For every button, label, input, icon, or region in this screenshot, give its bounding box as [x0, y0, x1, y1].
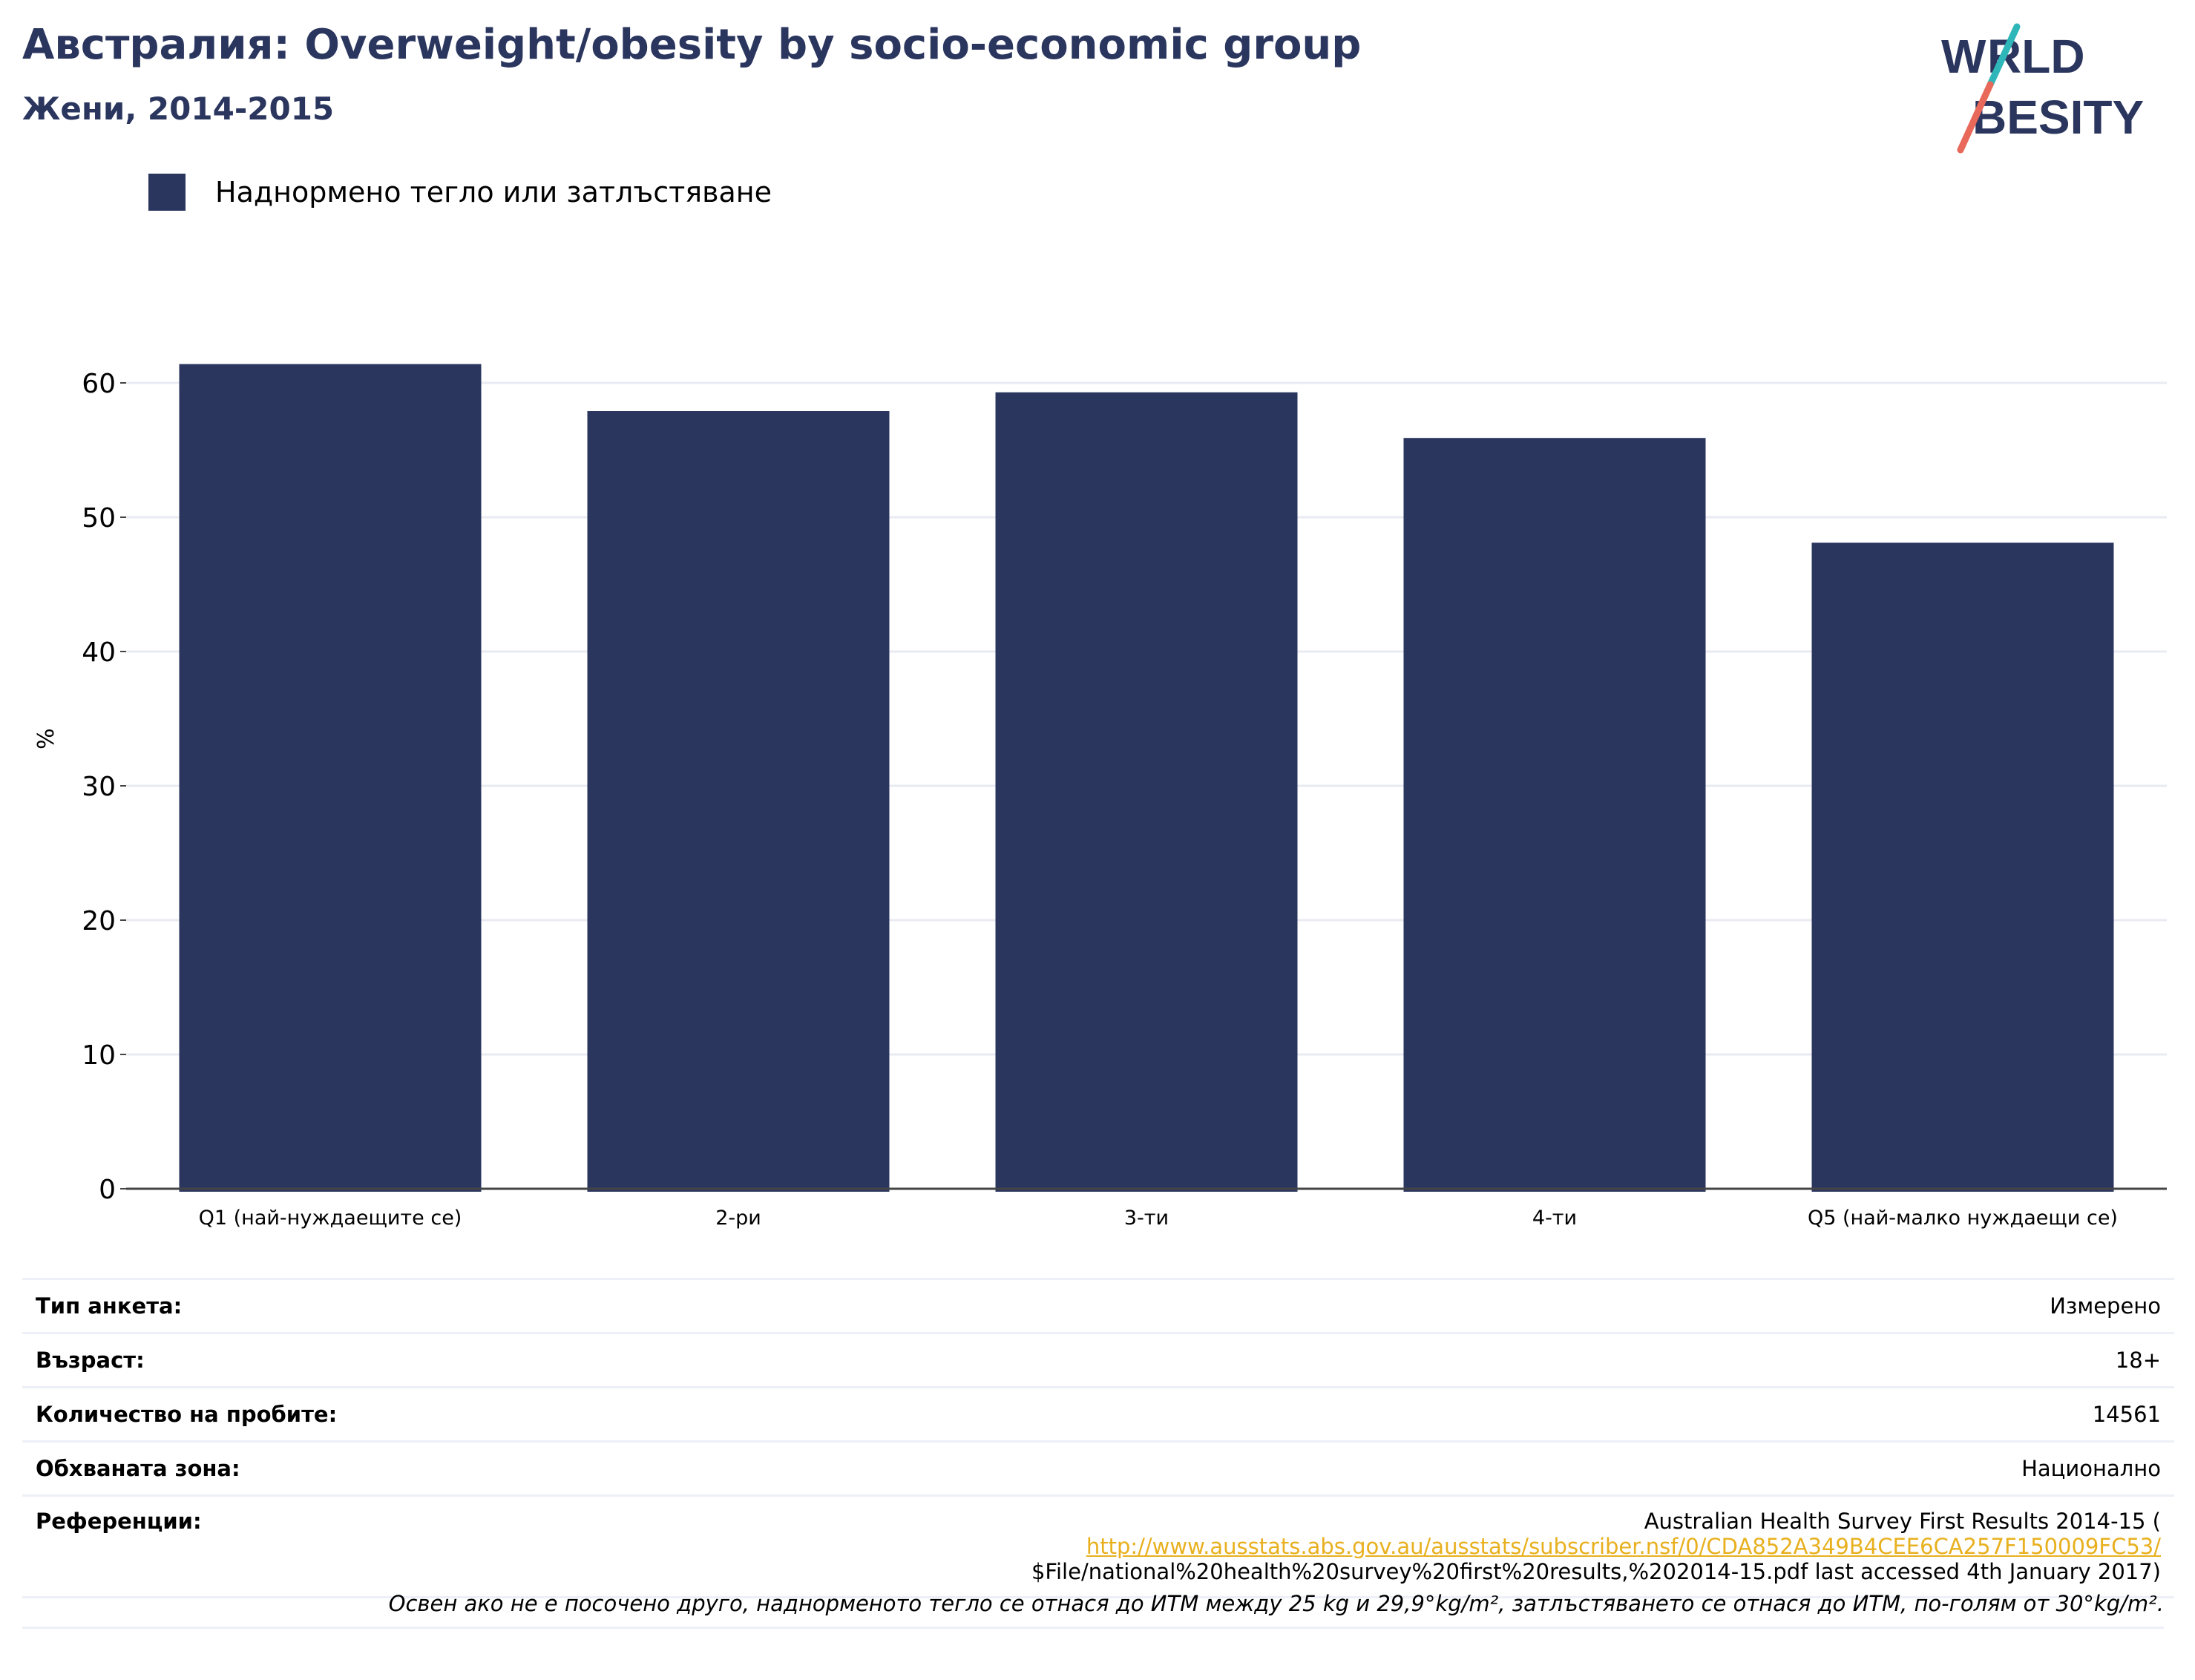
world-obesity-logo: W RLD BESITY [1941, 23, 2144, 154]
survey-type-value: Измерено [2050, 1293, 2161, 1319]
svg-text:W: W [1941, 30, 1986, 83]
sample-size-value: 14561 [2092, 1402, 2161, 1427]
chart-subtitle: Жени, 2014-2015 [22, 91, 335, 127]
chart-legend: Наднормено тегло или затлъстяване [148, 174, 772, 211]
footnote: Освен ако не е посочено друго, наднормен… [22, 1591, 2164, 1629]
info-row-area: Обхваната зона: Национално [22, 1441, 2174, 1496]
svg-text:BESITY: BESITY [1972, 91, 2144, 144]
bar-chart: 0 10 20 30 40 50 60% Q1 (най-нуждаещите се) 2-ри… [33, 364, 2167, 1230]
x-tick-label: Q1 (най-нуждаещите се) [199, 1207, 462, 1230]
y-tick-label: 60 [82, 369, 116, 399]
chart-title: Австралия: Overweight/obesity by socio-e… [22, 21, 1362, 69]
legend-swatch [148, 174, 186, 211]
reference-text-start: Australian Health Survey First Results 2… [1644, 1509, 2161, 1534]
bar [1811, 542, 2114, 1192]
bar [179, 364, 482, 1192]
x-tick-label: 2-ри [715, 1207, 761, 1230]
age-value: 18+ [2115, 1348, 2161, 1373]
info-row-age: Възраст: 18+ [22, 1333, 2174, 1388]
age-label: Възраст: [36, 1348, 145, 1373]
y-tick-label: 0 [99, 1175, 116, 1205]
coverage-area-value: Национално [2021, 1456, 2161, 1481]
y-axis-label: % [33, 728, 59, 749]
y-tick-label: 10 [82, 1040, 116, 1071]
references-value: Australian Health Survey First Results 2… [498, 1496, 2174, 1598]
y-tick-label: 50 [82, 503, 116, 534]
y-tick-label: 40 [82, 637, 116, 668]
x-tick-label: 3-ти [1124, 1207, 1169, 1230]
bar [1403, 438, 1706, 1192]
survey-type-label: Тип анкета: [36, 1293, 183, 1319]
sample-size-label: Количество на пробите: [36, 1402, 338, 1427]
legend-label: Наднормено тегло или затлъстяване [215, 176, 772, 209]
survey-info-table: Тип анкета: Измерено Възраст: 18+ Количе… [22, 1278, 2174, 1598]
bar [995, 392, 1298, 1192]
reference-link[interactable]: http://www.ausstats.abs.gov.au/ausstats/… [1086, 1534, 2161, 1559]
info-row-survey-type: Тип анкета: Измерено [22, 1279, 2174, 1333]
bar [587, 411, 890, 1192]
y-tick-label: 20 [82, 906, 116, 936]
coverage-area-label: Обхваната зона: [36, 1456, 240, 1481]
references-label: Референции: [36, 1509, 202, 1534]
x-tick-label: Q5 (най-малко нуждаещи се) [1808, 1207, 2118, 1230]
info-row-sample: Количество на пробите: 14561 [22, 1387, 2174, 1442]
y-tick-label: 30 [82, 772, 116, 802]
x-tick-label: 4-ти [1532, 1207, 1577, 1230]
reference-text-end: $File/national%20health%20survey%20first… [1031, 1559, 2161, 1584]
info-row-references: Референции: Australian Health Survey Fir… [22, 1495, 2174, 1598]
